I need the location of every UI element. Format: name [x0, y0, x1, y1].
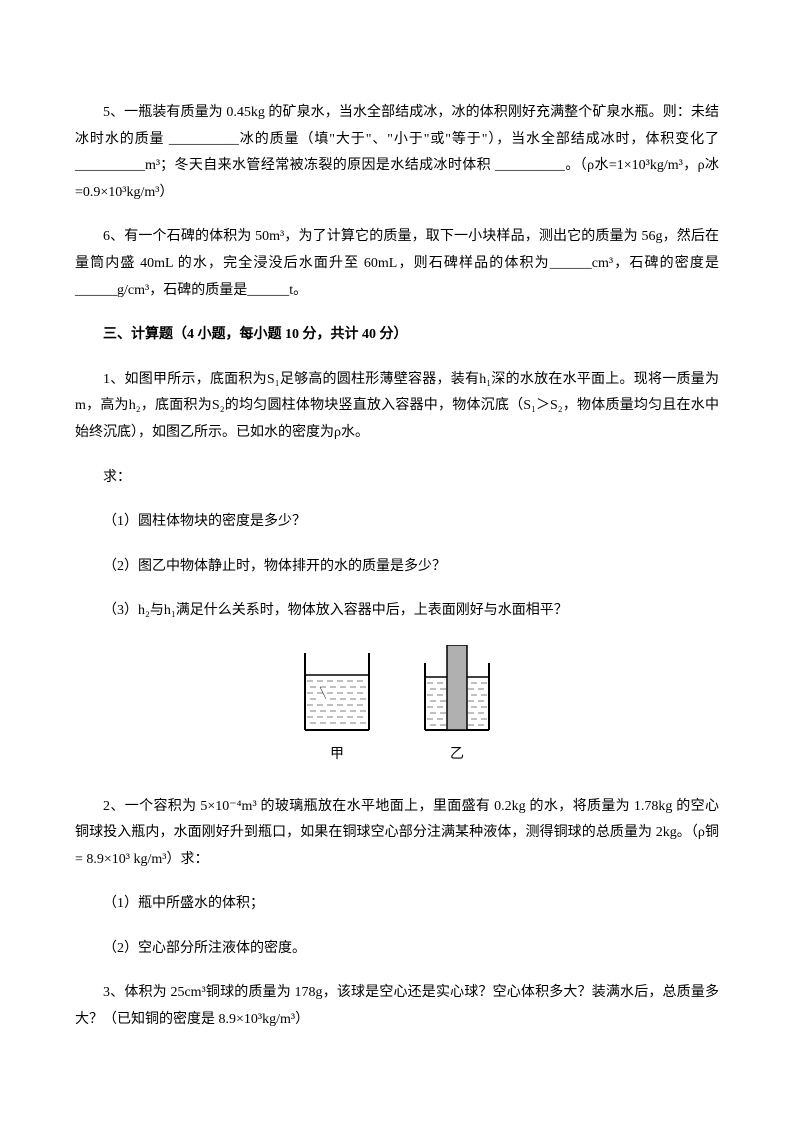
question-5: 5、一瓶装有质量为 0.45kg 的矿泉水，当水全部结成冰，冰的体积刚好充满整个… — [75, 100, 719, 206]
q3-3: 3、体积为 25cm³铜球的质量为 178g，该球是空心还是实心球？空心体积多大… — [75, 980, 719, 1033]
diagram-container: 甲 乙 — [75, 645, 719, 769]
q3-1-sub1: （1）圆柱体物块的密度是多少？ — [75, 509, 719, 536]
q3-3-text: 3、体积为 25cm³铜球的质量为 178g，该球是空心还是实心球？空心体积多大… — [75, 985, 719, 1027]
diagram-label-jia: 甲 — [330, 742, 344, 769]
diagram-jia: 甲 — [297, 645, 377, 769]
q3-1-qiu: 求： — [75, 465, 719, 492]
q3-2-intro: 2、一个容积为 5×10⁻⁴m³ 的玻璃瓶放在水平地面上，里面盛有 0.2kg … — [75, 794, 719, 874]
q3-2-intro-text: 2、一个容积为 5×10⁻⁴m³ 的玻璃瓶放在水平地面上，里面盛有 0.2kg … — [75, 799, 719, 867]
q3-1-sub1-text: （1）圆柱体物块的密度是多少？ — [103, 514, 306, 529]
section-3-title-text: 三、计算题（4 小题，每小题 10 分，共计 40 分） — [103, 327, 408, 342]
q3-2-sub2-text: （2）空心部分所注液体的密度。 — [103, 941, 306, 956]
diagram-yi: 乙 — [417, 645, 497, 769]
q3-2-sub2: （2）空心部分所注液体的密度。 — [75, 936, 719, 963]
q3-1-sub3: （3）h₂与h₁满足什么关系时，物体放入容器中后，上表面刚好与水面相平？ — [75, 598, 719, 625]
q3-1-sub3-text: （3）h₂与h₁满足什么关系时，物体放入容器中后，上表面刚好与水面相平？ — [103, 603, 568, 618]
q3-2-sub1-text: （1）瓶中所盛水的体积； — [103, 896, 264, 911]
q3-1-sub2: （2）图乙中物体静止时，物体排开的水的质量是多少？ — [75, 554, 719, 581]
diagram-label-yi: 乙 — [450, 742, 464, 769]
q3-2-sub1: （1）瓶中所盛水的体积； — [75, 891, 719, 918]
q3-1-sub2-text: （2）图乙中物体静止时，物体排开的水的质量是多少？ — [103, 559, 446, 574]
q6-text: 6、有一个石碑的体积为 50m³，为了计算它的质量，取下一小块样品，测出它的质量… — [75, 229, 719, 297]
q5-text: 5、一瓶装有质量为 0.45kg 的矿泉水，当水全部结成冰，冰的体积刚好充满整个… — [75, 105, 719, 200]
section-3-title: 三、计算题（4 小题，每小题 10 分，共计 40 分） — [75, 322, 719, 349]
q3-1-intro-text: 1、如图甲所示，底面积为S₁足够高的圆柱形薄壁容器，装有h₁深的水放在水平面上。… — [75, 372, 719, 440]
container-jia-svg — [297, 645, 377, 740]
q3-1-qiu-text: 求： — [103, 470, 131, 485]
question-6: 6、有一个石碑的体积为 50m³，为了计算它的质量，取下一小块样品，测出它的质量… — [75, 224, 719, 304]
container-yi-svg — [417, 645, 497, 740]
q3-1-intro: 1、如图甲所示，底面积为S₁足够高的圆柱形薄壁容器，装有h₁深的水放在水平面上。… — [75, 367, 719, 447]
